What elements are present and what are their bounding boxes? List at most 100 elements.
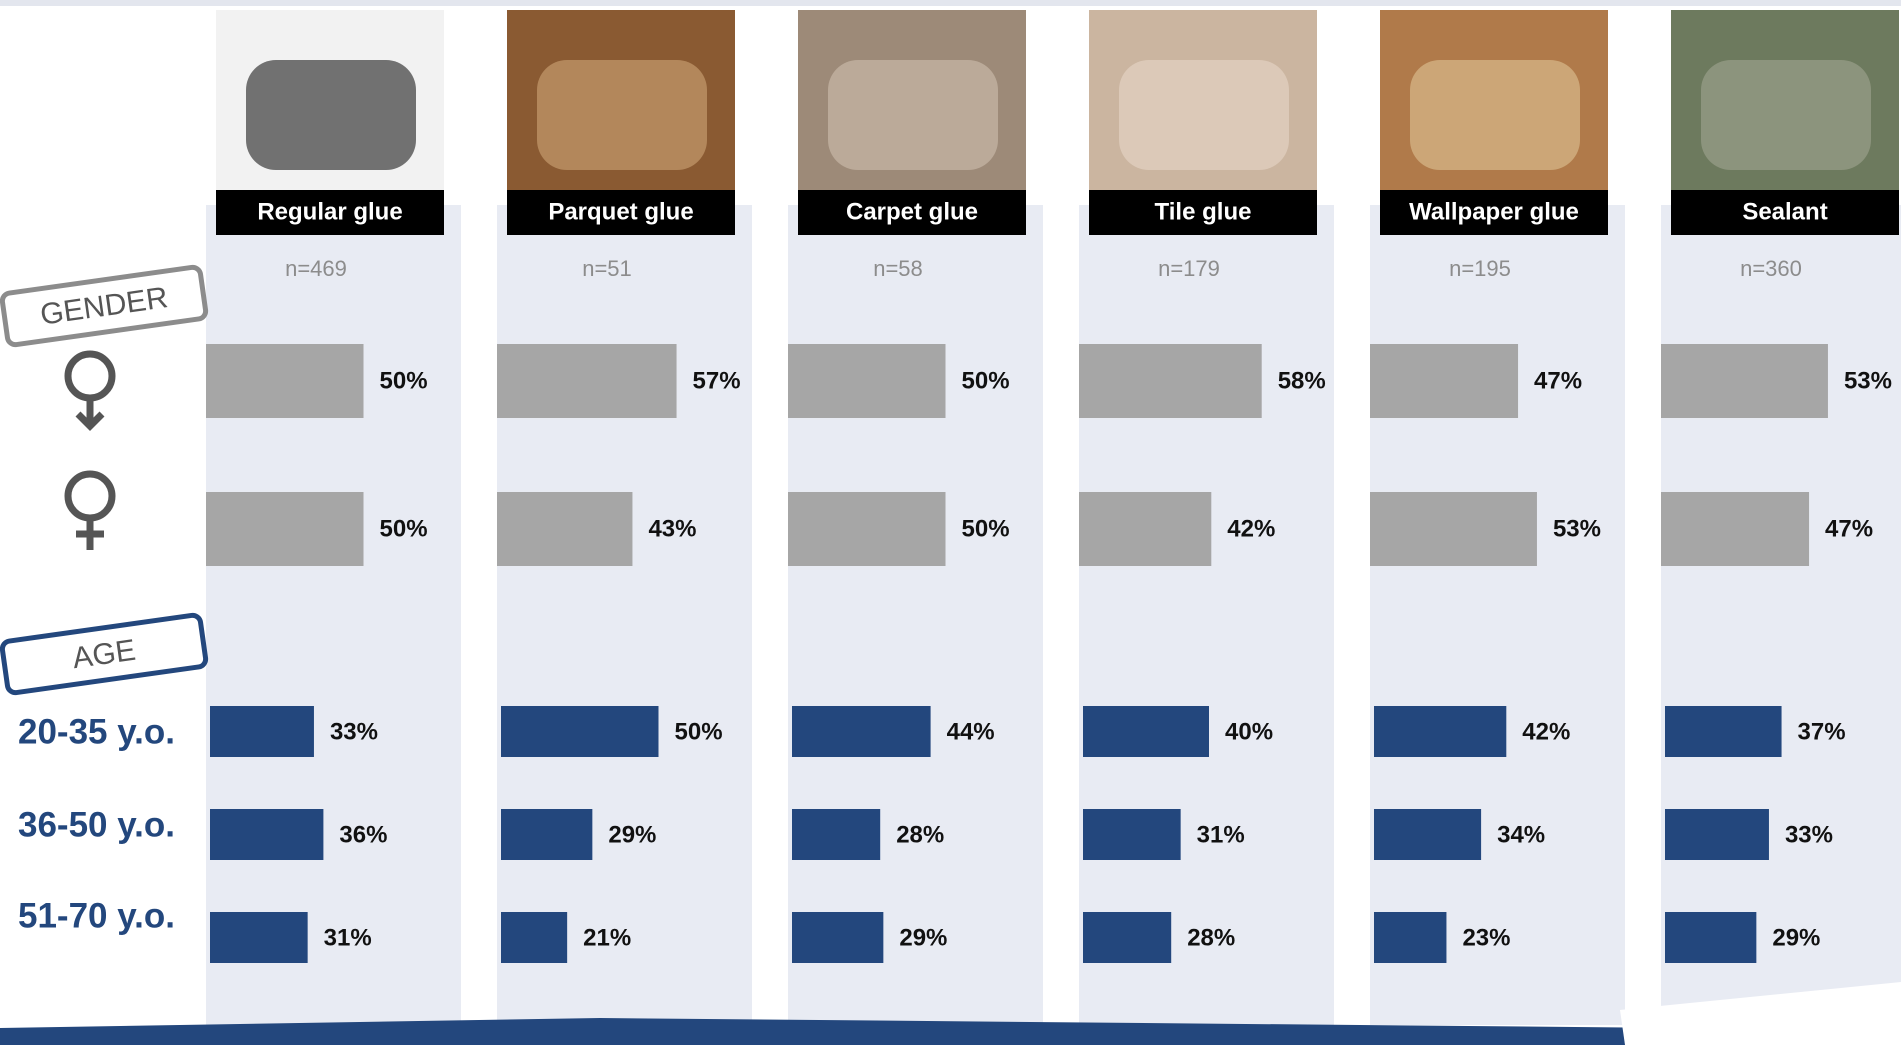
value-label: 50% xyxy=(962,367,1010,394)
product-photo-detail xyxy=(537,60,707,170)
age-bar xyxy=(1374,912,1447,963)
value-label: 31% xyxy=(1197,821,1245,848)
gender-bar xyxy=(788,344,946,418)
top-band xyxy=(0,0,1901,6)
value-label: 44% xyxy=(947,718,995,745)
value-label: 36% xyxy=(339,821,387,848)
value-label: 43% xyxy=(648,515,696,542)
age-bar xyxy=(501,809,593,860)
value-label: 33% xyxy=(1785,821,1833,848)
age-group-label: 51-70 y.o. xyxy=(18,896,175,935)
symbol-2 xyxy=(64,470,116,550)
column-bg xyxy=(1370,205,1625,1025)
product-photo-detail xyxy=(1119,60,1289,170)
column-bg xyxy=(1661,205,1901,1025)
age-bar xyxy=(210,809,324,860)
value-label: 28% xyxy=(1187,924,1235,951)
value-label: 42% xyxy=(1227,515,1275,542)
value-label: 50% xyxy=(380,367,428,394)
product-title: Parquet glue xyxy=(548,198,693,225)
product-photo-detail xyxy=(828,60,998,170)
age-bar xyxy=(1665,809,1769,860)
age-bar xyxy=(1374,809,1482,860)
title-bar xyxy=(1671,190,1899,235)
age-bar xyxy=(1083,912,1172,963)
value-label: 57% xyxy=(693,367,741,394)
value-label: 29% xyxy=(608,821,656,848)
value-label: 47% xyxy=(1825,515,1873,542)
sample-size: n=469 xyxy=(285,256,347,281)
product-photo-detail xyxy=(1410,60,1580,170)
column-bg xyxy=(206,205,461,1025)
title-bar xyxy=(216,190,444,235)
gender-bar xyxy=(1661,344,1828,418)
age-bar xyxy=(1374,706,1507,757)
title-bar xyxy=(1089,190,1317,235)
title-bar xyxy=(507,190,735,235)
age-bar xyxy=(792,912,884,963)
value-label: 50% xyxy=(962,515,1010,542)
product-title: Wallpaper glue xyxy=(1409,198,1579,225)
value-label: 21% xyxy=(583,924,631,951)
gender-bar xyxy=(788,492,946,566)
product-title: Regular glue xyxy=(257,198,402,225)
value-label: 53% xyxy=(1553,515,1601,542)
value-label: 28% xyxy=(896,821,944,848)
age-tag: AGE xyxy=(0,612,209,696)
product-title: Carpet glue xyxy=(846,198,978,225)
age-group-label: 36-50 y.o. xyxy=(18,805,175,844)
age-bar xyxy=(1665,912,1757,963)
gender-bar xyxy=(1661,492,1810,566)
value-label: 47% xyxy=(1534,367,1582,394)
gender-bar xyxy=(497,492,633,566)
sample-size: n=51 xyxy=(582,256,632,281)
gender-bar xyxy=(1079,492,1212,566)
value-label: 23% xyxy=(1462,924,1510,951)
age-bar xyxy=(792,706,931,757)
gender-tag: GENDER xyxy=(0,264,209,348)
value-label: 53% xyxy=(1844,367,1892,394)
value-label: 31% xyxy=(324,924,372,951)
sample-size: n=195 xyxy=(1449,256,1511,281)
gender-bar xyxy=(206,344,364,418)
columns: Regular glue n=469 50% 50% 33% 36% 31% Parquet … xyxy=(206,10,1901,1025)
symbol-1 xyxy=(64,350,116,431)
column-bg xyxy=(497,205,752,1025)
sample-size: n=58 xyxy=(873,256,923,281)
value-label: 42% xyxy=(1522,718,1570,745)
value-label: 50% xyxy=(675,718,723,745)
value-label: 33% xyxy=(330,718,378,745)
gender-bar xyxy=(1370,344,1519,418)
age-tag-box xyxy=(0,612,209,696)
product-photo-detail xyxy=(246,60,416,170)
age-bar xyxy=(501,912,568,963)
gender-tag-box xyxy=(0,264,209,348)
column-bg xyxy=(1079,205,1334,1025)
value-label: 29% xyxy=(899,924,947,951)
age-bar xyxy=(792,809,881,860)
column-bg xyxy=(788,205,1043,1025)
gender-bar xyxy=(1370,492,1537,566)
value-label: 34% xyxy=(1497,821,1545,848)
age-bar xyxy=(1083,706,1209,757)
value-label: 50% xyxy=(380,515,428,542)
value-label: 40% xyxy=(1225,718,1273,745)
product-title: Tile glue xyxy=(1155,198,1252,225)
value-label: 29% xyxy=(1772,924,1820,951)
product-title: Sealant xyxy=(1742,198,1827,225)
title-bar xyxy=(1380,190,1608,235)
age-bar xyxy=(1665,706,1782,757)
corner-shape xyxy=(1620,982,1901,1045)
title-bar xyxy=(798,190,1026,235)
age-bar xyxy=(210,706,314,757)
bottom-band xyxy=(0,1018,1901,1045)
age-bar xyxy=(1083,809,1181,860)
product-photo-detail xyxy=(1701,60,1871,170)
sample-size: n=179 xyxy=(1158,256,1220,281)
sample-size: n=360 xyxy=(1740,256,1802,281)
value-label: 58% xyxy=(1278,367,1326,394)
gender-bar xyxy=(206,492,364,566)
gender-bar xyxy=(1079,344,1262,418)
